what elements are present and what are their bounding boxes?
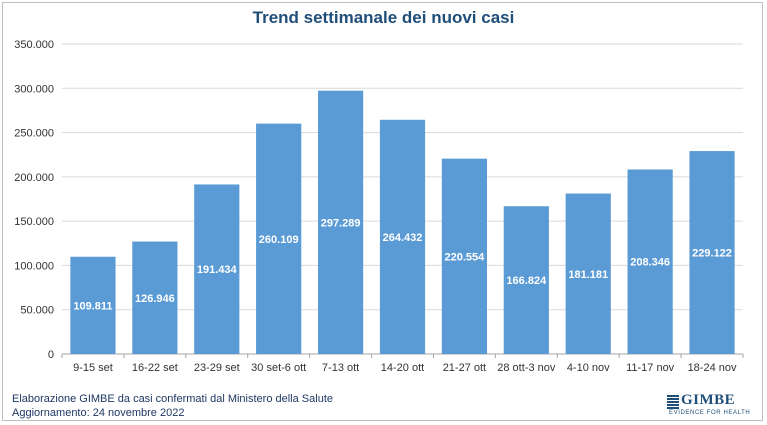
- data-label: 260.109: [259, 234, 299, 246]
- y-tick-label: 150.000: [14, 216, 54, 228]
- x-tick-label: 11-17 nov: [626, 362, 675, 374]
- y-tick-label: 300.000: [14, 83, 54, 95]
- bar: [503, 206, 549, 354]
- gimbe-logo-icon: [667, 395, 679, 409]
- bar: [317, 90, 364, 354]
- y-tick-label: 350.000: [14, 39, 54, 51]
- logo-tagline: EVIDENCE FOR HEALTH: [669, 410, 751, 416]
- x-tick-label: 7-13 ott: [322, 362, 359, 374]
- bar: [689, 151, 735, 354]
- footer-updated: Aggiornamento: 24 novembre 2022: [12, 407, 185, 419]
- x-tick-label: 9-15 set: [73, 362, 113, 374]
- x-tick-label: 4-10 nov: [567, 362, 610, 374]
- data-label: 126.946: [135, 293, 175, 305]
- bar: [70, 256, 116, 354]
- bar: [256, 123, 302, 355]
- x-tick-label: 28 ott-3 nov: [497, 362, 556, 374]
- logo-name: GIMBE: [681, 392, 736, 408]
- chart-title: Trend settimanale dei nuovi casi: [252, 8, 515, 27]
- data-label: 191.434: [197, 264, 238, 276]
- y-tick-label: 50.000: [20, 305, 54, 317]
- data-label: 220.554: [445, 251, 486, 263]
- data-label: 181.181: [568, 269, 608, 281]
- y-tick-label: 200.000: [14, 172, 54, 184]
- bar: [441, 158, 488, 354]
- y-tick-label: 0: [48, 349, 54, 361]
- bar: [132, 241, 178, 354]
- bar: [627, 169, 673, 354]
- y-tick-label: 250.000: [14, 128, 54, 140]
- bar: [379, 119, 426, 354]
- x-tick-label: 21-27 ott: [443, 362, 486, 374]
- x-tick-label: 18-24 nov: [688, 362, 737, 374]
- data-label: 297.289: [321, 217, 361, 229]
- y-tick-label: 100.000: [14, 260, 54, 272]
- gimbe-logo: GIMBE EVIDENCE FOR HEALTH: [667, 392, 757, 418]
- data-label: 208.346: [630, 257, 670, 269]
- x-tick-label: 23-29 set: [194, 362, 240, 374]
- x-tick-label: 14-20 ott: [381, 362, 424, 374]
- data-label: 109.811: [73, 300, 112, 312]
- x-tick-label: 16-22 set: [132, 362, 178, 374]
- data-label: 264.432: [383, 232, 423, 244]
- footer-source: Elaborazione GIMBE da casi confermati da…: [12, 393, 333, 405]
- x-tick-label: 30 set-6 ott: [251, 362, 306, 374]
- data-label: 229.122: [692, 248, 732, 260]
- bar: [565, 193, 611, 354]
- data-label: 166.824: [506, 275, 547, 287]
- bar: [194, 184, 240, 354]
